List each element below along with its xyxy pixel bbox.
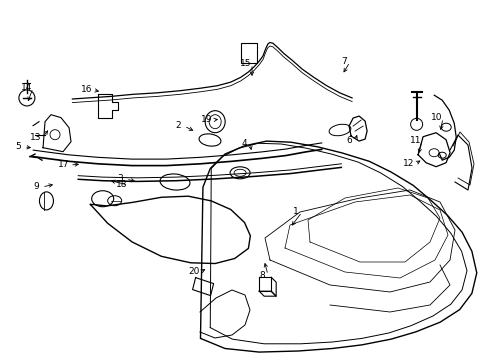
Text: 14: 14 [21,84,33,93]
Text: 8: 8 [259,270,264,279]
Text: 7: 7 [341,58,346,67]
Text: 13: 13 [30,134,41,143]
Text: 11: 11 [409,136,421,145]
Text: 17: 17 [58,161,70,170]
Text: 3: 3 [117,175,122,184]
Text: 9: 9 [33,183,39,192]
Text: 4: 4 [241,139,246,148]
Text: 20: 20 [188,267,199,276]
Bar [241,43,257,63]
Text: 6: 6 [346,136,351,145]
Text: 12: 12 [403,159,414,168]
Text: 2: 2 [175,121,181,130]
Text: 18: 18 [116,180,127,189]
Text: 19: 19 [201,116,212,125]
Text: 16: 16 [81,85,93,94]
Text: 1: 1 [292,207,298,216]
Text: 15: 15 [240,59,251,68]
Text: 5: 5 [15,143,21,152]
Text: 10: 10 [430,113,442,122]
